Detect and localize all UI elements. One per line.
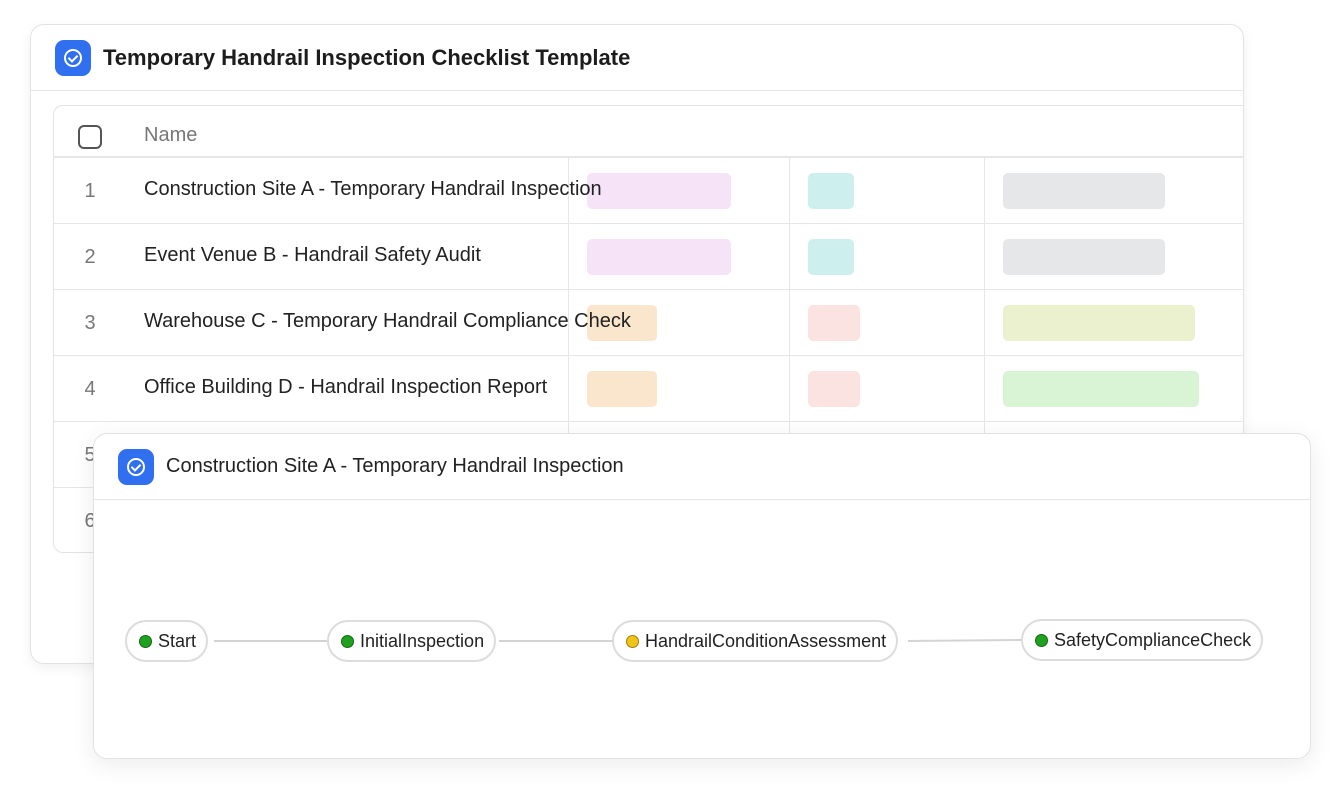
node-label: HandrailConditionAssessment — [645, 630, 887, 651]
tag-pill[interactable] — [587, 173, 731, 209]
table-row[interactable]: 3 Warehouse C - Temporary Handrail Compl… — [54, 290, 1243, 356]
table-row[interactable]: 1 Construction Site A - Temporary Handra… — [54, 158, 1243, 224]
checklist-header: Temporary Handrail Inspection Checklist … — [31, 25, 1243, 91]
tag-pill[interactable] — [1003, 305, 1195, 341]
workflow-node-start[interactable]: Start — [125, 620, 209, 662]
row-name[interactable]: Event Venue B - Handrail Safety Audit — [144, 244, 481, 266]
workflow-diagram: Start InitialInspection HandrailConditio… — [94, 500, 1310, 758]
select-all-checkbox[interactable] — [78, 125, 102, 149]
check-circle-icon — [118, 448, 154, 485]
table-row[interactable]: 2 Event Venue B - Handrail Safety Audit — [54, 224, 1243, 290]
table-header: Name — [54, 106, 1243, 158]
workflow-node-handrail-condition-assessment[interactable]: HandrailConditionAssessment — [612, 620, 899, 662]
table-row[interactable]: 4 Office Building D - Handrail Inspectio… — [54, 356, 1243, 422]
row-number: 5 — [84, 444, 96, 466]
status-dot-icon — [139, 634, 152, 648]
tag-pill[interactable] — [1003, 239, 1165, 275]
tag-pill[interactable] — [808, 239, 854, 275]
row-number: 3 — [84, 312, 96, 334]
tag-pill[interactable] — [1003, 173, 1165, 209]
node-label: SafetyComplianceCheck — [1054, 629, 1252, 650]
row-name[interactable]: Construction Site A - Temporary Handrail… — [144, 178, 602, 200]
table-row[interactable]: 6 — [54, 488, 1243, 552]
node-label: Start — [158, 630, 197, 651]
workflow-header: Construction Site A - Temporary Handrail… — [94, 434, 1310, 500]
tag-pill[interactable] — [808, 305, 860, 341]
row-number: 1 — [84, 180, 96, 202]
row-number: 4 — [84, 378, 96, 400]
tag-pill[interactable] — [587, 239, 731, 275]
row-number: 2 — [84, 246, 96, 268]
status-dot-icon — [341, 634, 354, 648]
workflow-card: Construction Site A - Temporary Handrail… — [93, 433, 1311, 759]
row-number: 6 — [84, 510, 96, 532]
tag-pill[interactable] — [808, 371, 860, 407]
tag-pill[interactable] — [587, 305, 657, 341]
workflow-node-safety-compliance-check[interactable]: SafetyComplianceCheck — [1021, 619, 1264, 661]
tag-pill[interactable] — [808, 173, 854, 209]
workflow-title: Construction Site A - Temporary Handrail… — [166, 455, 624, 477]
row-name[interactable]: Office Building D - Handrail Inspection … — [144, 376, 548, 398]
tag-pill[interactable] — [1003, 371, 1199, 407]
node-label: InitialInspection — [360, 630, 485, 651]
status-dot-icon — [626, 634, 639, 648]
connector-line — [907, 639, 1023, 642]
tag-pill[interactable] — [587, 371, 657, 407]
workflow-connectors — [214, 639, 1023, 642]
check-circle-icon — [55, 39, 91, 76]
checklist-title: Temporary Handrail Inspection Checklist … — [103, 44, 631, 70]
workflow-node-initial-inspection[interactable]: InitialInspection — [327, 620, 497, 662]
column-header-name[interactable]: Name — [144, 124, 198, 146]
row-name[interactable]: Warehouse C - Temporary Handrail Complia… — [144, 310, 631, 332]
status-dot-icon — [1035, 633, 1048, 647]
